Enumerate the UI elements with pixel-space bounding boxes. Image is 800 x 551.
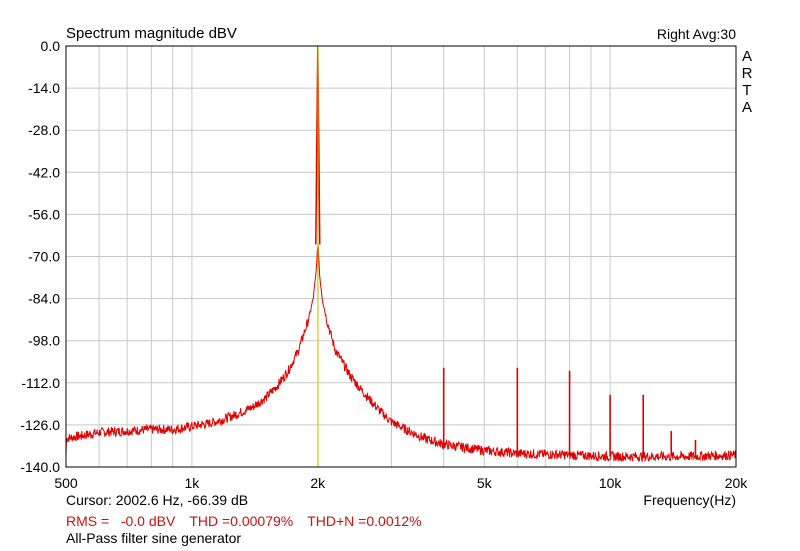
y-tick-label: -112.0 (21, 375, 60, 391)
brand-letter: A (741, 48, 752, 65)
x-tick-label: 5k (477, 475, 493, 491)
brand-logo: A R T A (740, 48, 754, 116)
y-tick-label: -14.0 (28, 80, 60, 96)
noise-floor-line (65, 244, 737, 463)
y-tick-label: -56.0 (28, 206, 60, 222)
y-tick-label: 0.0 (41, 38, 61, 54)
x-tick-label: 10k (599, 475, 623, 491)
channel-average-label: Right Avg:30 (656, 26, 736, 42)
thdn-value: THD+N =0.0012% (307, 513, 422, 529)
x-tick-label: 2k (310, 475, 326, 491)
brand-letter: T (742, 82, 752, 99)
brand-letter: A (741, 99, 752, 116)
y-tick-label: -126.0 (20, 417, 60, 433)
x-axis-label: Frequency(Hz) (643, 492, 736, 508)
cursor-readout: Cursor: 2002.6 Hz, -66.39 dB (66, 492, 249, 508)
x-tick-label: 1k (184, 475, 200, 491)
measurement-note: All-Pass filter sine generator (66, 530, 242, 546)
axis-tick-labels: 500 1k 2k 5k 10k 20k 0.0 -14.0 -28.0 -42.0 -56.0 -7… (20, 38, 748, 491)
x-tick-label: 500 (54, 475, 78, 491)
plot-frame (65, 45, 737, 468)
brand-letter: R (741, 65, 753, 82)
measurement-row: RMS = -0.0 dBV THD =0.00079% THD+N =0.0012… (66, 513, 436, 529)
x-tick-label: 20k (725, 475, 749, 491)
chart-title: Spectrum magnitude dBV (66, 25, 237, 42)
y-tick-label: -42.0 (28, 164, 60, 180)
y-tick-label: -28.0 (28, 122, 60, 138)
rms-value: RMS = -0.0 dBV (66, 513, 176, 529)
thd-value: THD =0.00079% (189, 513, 294, 529)
y-tick-label: -140.0 (20, 459, 60, 475)
y-tick-label: -70.0 (28, 249, 60, 265)
y-tick-label: -84.0 (28, 291, 60, 307)
chart-grid (66, 46, 736, 467)
y-tick-label: -98.0 (28, 333, 60, 349)
